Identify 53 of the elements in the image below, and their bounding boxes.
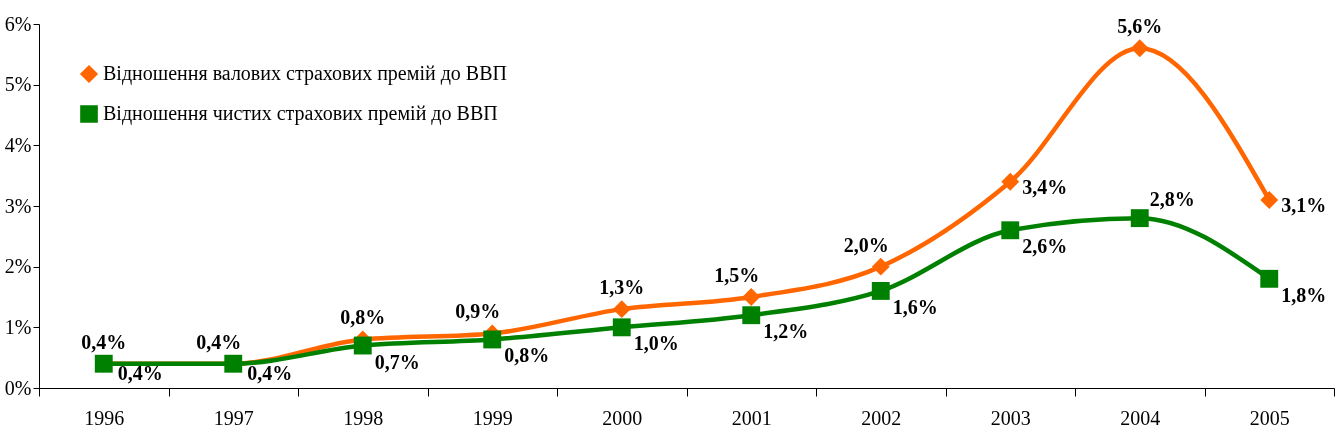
y-tick-label: 6%	[4, 12, 32, 35]
legend-label: Відношення чистих страхових премій до ВВП	[103, 102, 498, 125]
point	[1001, 172, 1020, 191]
point	[612, 300, 631, 319]
data-label: 0,7%	[374, 350, 420, 373]
x-tick-label: 1997	[213, 406, 254, 429]
data-label: 1,5%	[714, 264, 760, 286]
data-label: 2,6%	[1022, 235, 1068, 258]
point	[1130, 209, 1149, 228]
point	[742, 288, 761, 306]
y-tick-label: 3%	[4, 194, 32, 217]
point	[1260, 269, 1279, 288]
x-tick-label: 2000	[602, 406, 643, 429]
x-tick-label: 2002	[861, 406, 902, 429]
x-tick-label: 1996	[84, 406, 125, 429]
point	[871, 257, 890, 276]
x-tick-label: 2001	[731, 406, 772, 429]
legend-label: Відношення валових страхових премій до ВВП	[103, 62, 507, 85]
data-label: 1,3%	[599, 276, 645, 299]
point	[1130, 39, 1149, 58]
point	[1260, 190, 1279, 209]
point	[353, 336, 372, 355]
x-tick-label: 2003	[990, 406, 1031, 429]
x-tick-label: 1999	[472, 406, 513, 429]
data-label: 1,0%	[633, 332, 679, 355]
y-tick-label: 5%	[4, 73, 32, 96]
x-tick-label: 2005	[1249, 406, 1290, 429]
data-label: 2,8%	[1149, 188, 1195, 211]
data-label: 2,0%	[843, 233, 889, 256]
point	[483, 330, 502, 349]
data-label: 1,6%	[892, 295, 938, 318]
data-label: 0,4%	[81, 330, 127, 353]
data-label: 0,9%	[455, 300, 501, 323]
point	[742, 306, 761, 325]
data-label: 0,4%	[247, 361, 293, 384]
data-label: 0,4%	[117, 361, 163, 384]
y-tick-label: 2%	[4, 255, 32, 278]
y-tick-label: 1%	[4, 315, 32, 338]
data-label: 0,8%	[504, 344, 550, 367]
data-label: 3,1%	[1281, 193, 1327, 216]
x-tick-label: 1998	[343, 406, 384, 429]
y-tick-label: 0%	[4, 376, 32, 399]
point	[871, 281, 890, 300]
data-label: 1,8%	[1281, 283, 1327, 306]
y-tick-label: 4%	[4, 133, 32, 156]
data-label: 1,2%	[763, 320, 809, 343]
point	[612, 318, 631, 337]
data-label: 0,4%	[196, 330, 242, 353]
x-tick-label: 2004	[1120, 406, 1161, 429]
data-label: 5,6%	[1117, 15, 1163, 38]
point	[1001, 221, 1020, 240]
data-label: 3,4%	[1022, 175, 1068, 198]
data-label: 0,8%	[340, 306, 386, 329]
